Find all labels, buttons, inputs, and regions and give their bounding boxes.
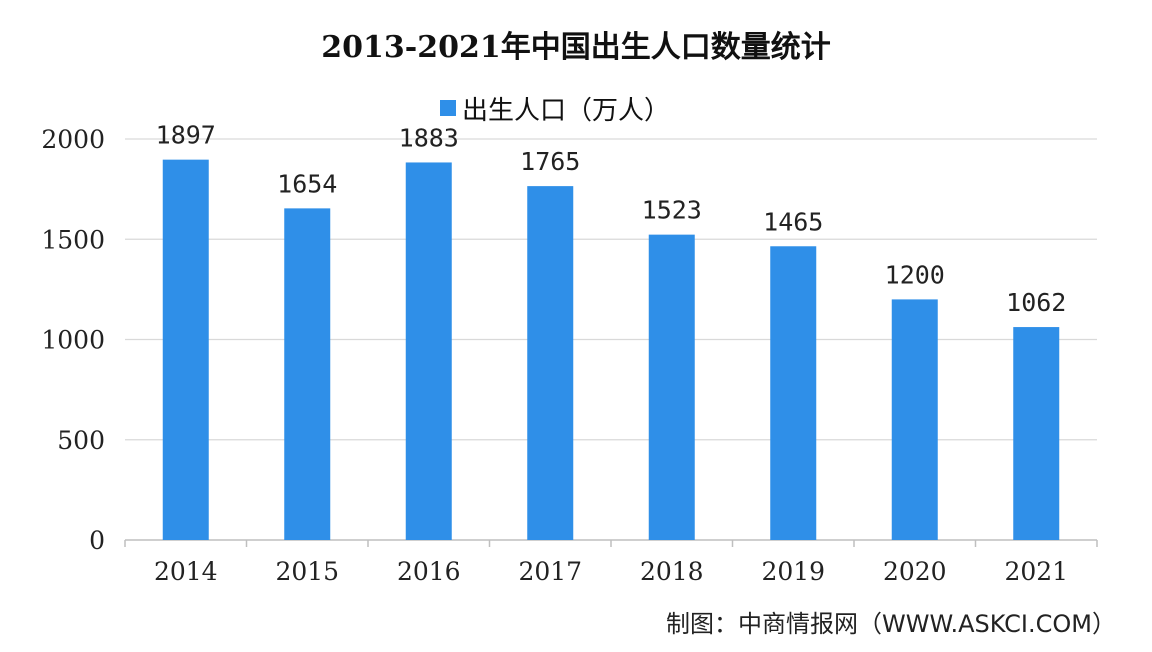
bar (891, 299, 938, 540)
y-tick-label: 1500 (41, 225, 105, 254)
bar (284, 208, 331, 541)
bar (1013, 327, 1060, 540)
x-tick-label: 2020 (883, 557, 947, 586)
x-tick-label: 2021 (1004, 557, 1068, 586)
legend: 出生人口（万人） (440, 90, 670, 126)
y-tick-label: 500 (57, 426, 105, 455)
bar (648, 234, 695, 541)
data-label: 1523 (642, 196, 702, 225)
data-label: 1200 (885, 260, 945, 289)
data-label: 1883 (399, 123, 459, 152)
chart-title: 2013-2021年中国出生人口数量统计 (321, 30, 831, 65)
bar (770, 246, 817, 540)
bar (405, 162, 452, 540)
x-tick-label: 2019 (761, 557, 825, 586)
data-label: 1765 (520, 147, 580, 176)
x-tick-label: 2016 (397, 557, 461, 586)
x-tick-label: 2015 (275, 557, 339, 586)
data-label: 1465 (763, 207, 823, 236)
x-tick-label: 2014 (154, 557, 218, 586)
y-tick-label: 2000 (41, 125, 105, 154)
legend-label: 出生人口（万人） (462, 95, 671, 126)
x-tick-label: 2017 (518, 557, 582, 586)
bar (162, 159, 209, 541)
data-label: 1897 (156, 121, 216, 150)
data-labels: 1897 1654 1883 1765 1523 1465 1200 1062 (156, 121, 1067, 317)
x-tick-label: 2018 (640, 557, 704, 586)
y-tick-label: 1000 (41, 326, 105, 355)
bars (162, 159, 1060, 541)
legend-swatch (440, 100, 456, 116)
gridlines (125, 138, 1097, 441)
data-label: 1062 (1006, 288, 1066, 317)
chart-credit: 制图：中商情报网（WWW.ASKCI.COM） (666, 610, 1116, 638)
bar (527, 186, 574, 540)
data-label: 1654 (277, 169, 337, 198)
y-tick-label: 0 (89, 526, 105, 555)
